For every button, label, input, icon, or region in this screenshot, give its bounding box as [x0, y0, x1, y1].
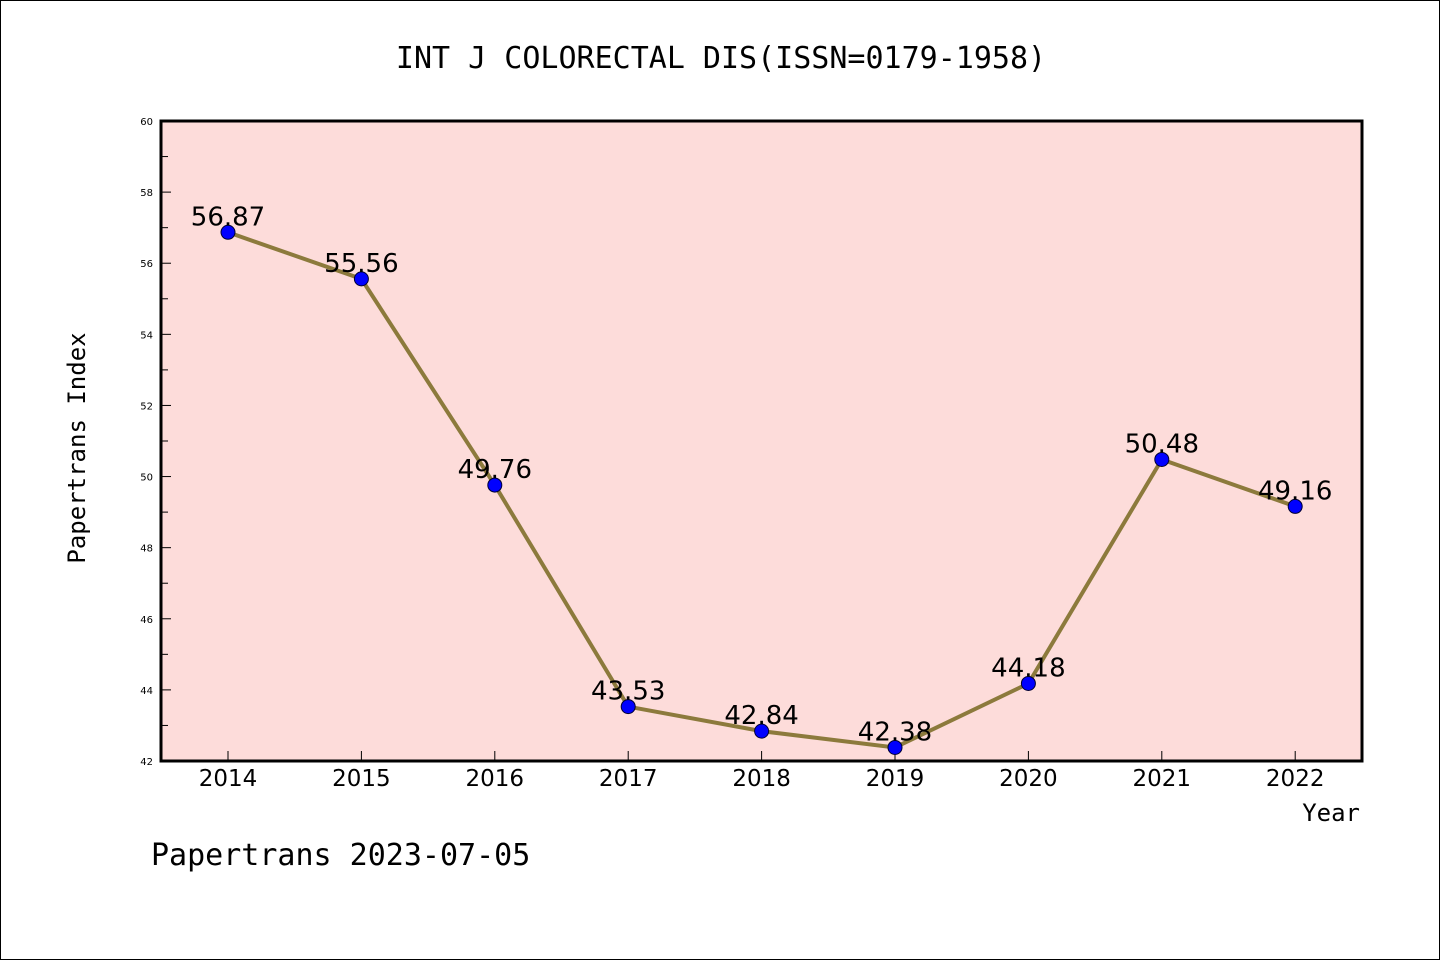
data-point [887, 739, 903, 755]
footer-text: Papertrans 2023-07-05 [151, 838, 530, 873]
data-labels: 56.87 55.56 49.76 43.53 42.84 42.38 44.18 50.48… [191, 202, 1333, 747]
data-label: 42.38 [858, 717, 932, 747]
y-tick-label: 52 [140, 401, 153, 412]
x-axis-label: Year [1302, 799, 1360, 827]
x-tick-label: 2018 [732, 766, 791, 792]
x-tick-label: 2022 [1266, 766, 1325, 792]
data-point [620, 699, 636, 715]
x-tick-label: 2019 [866, 766, 925, 792]
data-label: 42.84 [724, 701, 798, 731]
y-tick-label: 60 [140, 117, 153, 128]
data-label: 44.18 [991, 653, 1065, 683]
data-point [1287, 498, 1303, 514]
y-tick-label: 54 [140, 330, 153, 341]
axis-ticks: 42 44 46 48 50 52 54 56 58 60 2014 2015 2016 2017 2018… [140, 117, 1324, 792]
data-point [487, 477, 503, 493]
y-tick-label: 44 [140, 686, 153, 697]
y-tick-label: 46 [140, 615, 153, 626]
y-tick-label: 42 [140, 757, 153, 768]
y-tick-label: 50 [140, 473, 153, 484]
data-label: 56.87 [191, 202, 265, 232]
plot-area [161, 121, 1362, 761]
series-layer [220, 224, 1303, 755]
data-point [754, 723, 770, 739]
data-label: 49.76 [458, 455, 532, 485]
data-point [1154, 451, 1170, 467]
x-tick-label: 2020 [999, 766, 1058, 792]
x-tick-label: 2017 [599, 766, 658, 792]
y-tick-label: 56 [140, 259, 153, 270]
data-point [353, 271, 369, 287]
data-label: 55.56 [324, 249, 398, 279]
data-point [220, 224, 236, 240]
x-tick-label: 2014 [199, 766, 258, 792]
data-label: 43.53 [591, 677, 665, 707]
data-label: 49.16 [1258, 476, 1332, 506]
y-axis-label: Papertrans Index [63, 332, 91, 563]
x-tick-label: 2015 [332, 766, 391, 792]
x-tick-label: 2021 [1133, 766, 1192, 792]
x-tick-label: 2016 [466, 766, 525, 792]
y-tick-label: 48 [140, 544, 153, 555]
y-tick-label: 58 [140, 188, 153, 199]
chart-title: INT J COLORECTAL DIS(ISSN=0179-1958) [396, 41, 1046, 76]
data-label: 50.48 [1125, 429, 1199, 459]
plot-frame [159, 119, 1364, 763]
data-point [1020, 675, 1036, 691]
